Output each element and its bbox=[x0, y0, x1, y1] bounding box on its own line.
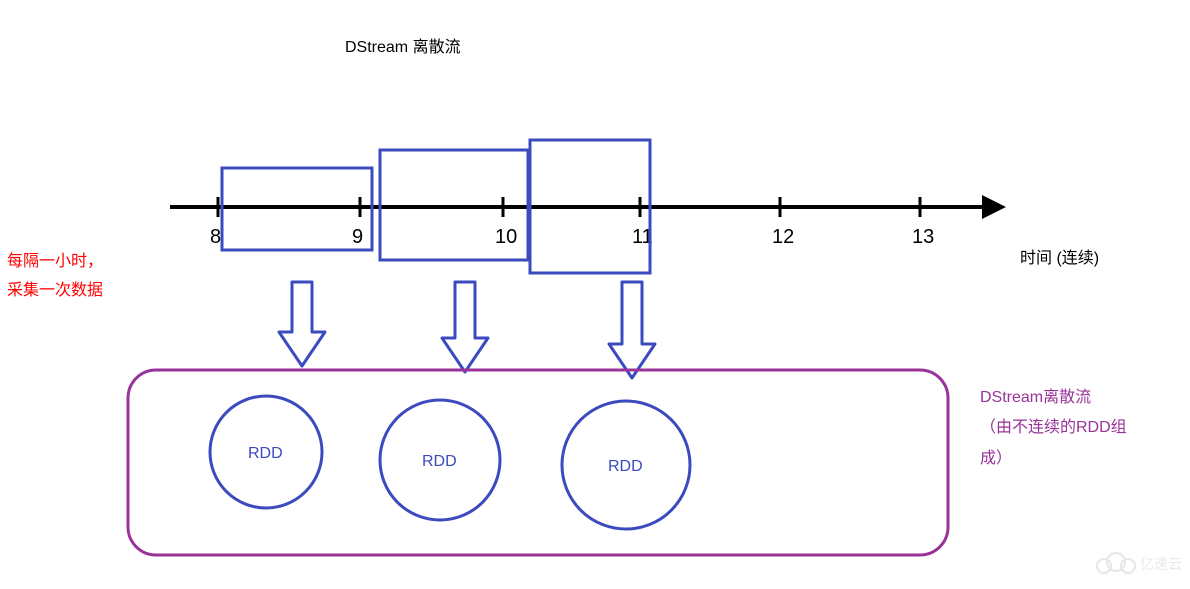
timeline-arrowhead bbox=[982, 195, 1006, 219]
timeline-tick-label: 8 bbox=[210, 226, 221, 248]
watermark: 亿速云 bbox=[1092, 548, 1182, 583]
timeline-tick-label: 9 bbox=[352, 226, 363, 248]
rdd-label: RDD bbox=[248, 445, 283, 462]
timeline-tick-label: 10 bbox=[495, 226, 517, 248]
diagram-canvas: 8910111213RDDRDDRDD bbox=[0, 0, 1190, 589]
rdd-label: RDD bbox=[422, 453, 457, 470]
timeline-tick-label: 13 bbox=[912, 226, 934, 248]
down-arrow bbox=[609, 282, 655, 378]
down-arrow bbox=[279, 282, 325, 366]
timeline-tick-label: 12 bbox=[772, 226, 794, 248]
rdd-label: RDD bbox=[608, 458, 643, 475]
down-arrow bbox=[442, 282, 488, 372]
watermark-text: 亿速云 bbox=[1140, 556, 1182, 572]
